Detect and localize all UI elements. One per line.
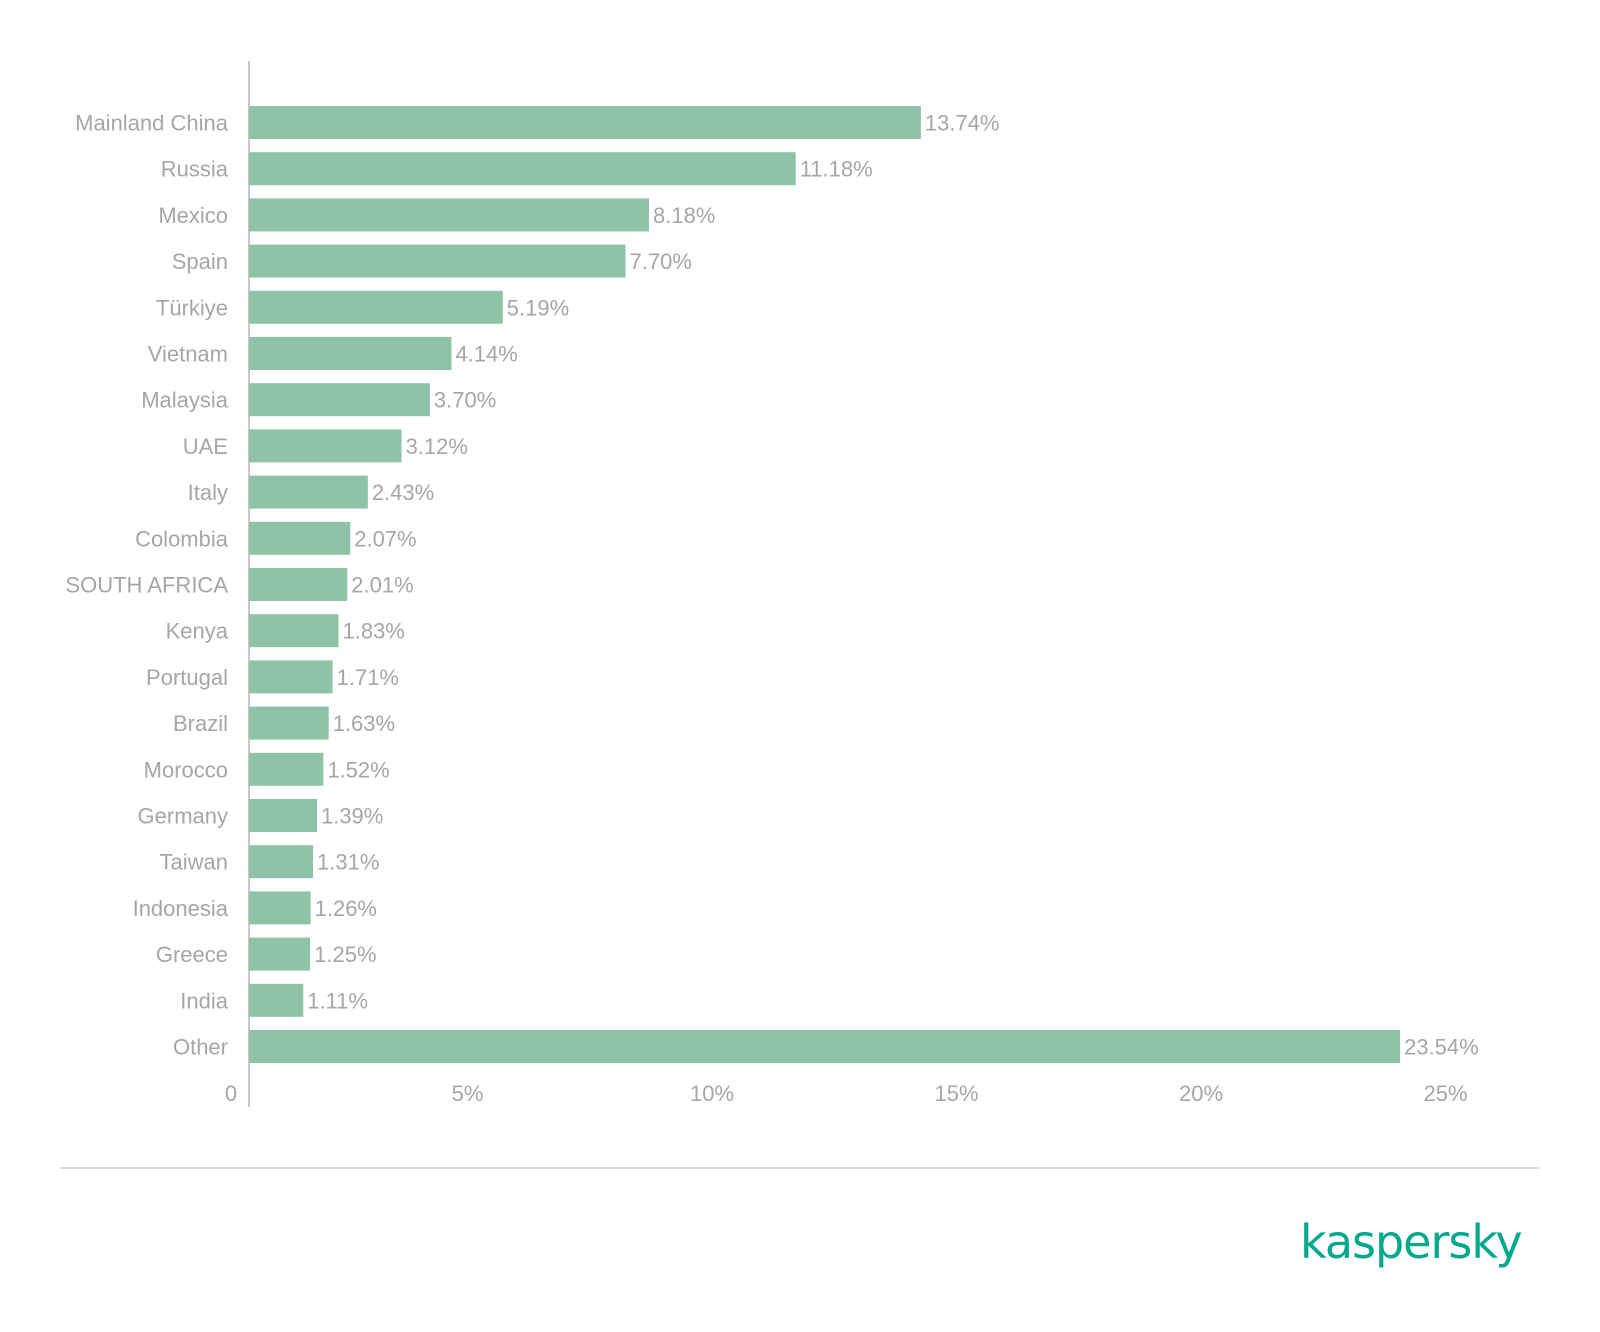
bar xyxy=(249,614,339,648)
value-label: 8.18% xyxy=(653,203,715,228)
value-label: 13.74% xyxy=(925,111,1000,136)
bar xyxy=(249,152,796,186)
category-label: Mainland China xyxy=(75,111,229,136)
value-label: 1.26% xyxy=(315,896,377,921)
kaspersky-logo: kaspersky xyxy=(1300,1215,1523,1269)
bar xyxy=(249,845,314,879)
category-label: Kenya xyxy=(166,619,229,644)
category-label: Vietnam xyxy=(148,342,228,367)
category-label: Taiwan xyxy=(160,850,228,875)
bar xyxy=(249,106,921,139)
bar xyxy=(249,244,626,278)
bar xyxy=(249,337,452,370)
value-label: 1.83% xyxy=(342,619,404,644)
bar xyxy=(249,660,333,694)
bar xyxy=(249,568,348,601)
category-label: Spain xyxy=(172,249,228,274)
x-tick-label: 5% xyxy=(452,1081,484,1106)
value-label: 3.12% xyxy=(406,434,468,459)
category-label: Other xyxy=(173,1035,228,1060)
value-label: 2.43% xyxy=(372,480,434,505)
x-tick-label: 0 xyxy=(225,1081,237,1106)
x-tick-label: 25% xyxy=(1423,1081,1467,1106)
category-label: Portugal xyxy=(146,665,228,690)
value-label: 1.52% xyxy=(327,757,389,782)
bar xyxy=(249,290,503,324)
category-label: India xyxy=(180,988,228,1013)
value-label: 2.07% xyxy=(354,526,416,551)
value-label: 3.70% xyxy=(434,388,496,413)
value-label: 2.01% xyxy=(351,573,413,598)
category-label: Colombia xyxy=(135,526,229,551)
bar xyxy=(249,383,430,417)
category-label: Morocco xyxy=(144,757,228,782)
bar xyxy=(249,799,317,832)
category-label: Italy xyxy=(188,480,228,505)
category-label: Mexico xyxy=(158,203,228,228)
value-label: 1.31% xyxy=(317,850,379,875)
value-label: 1.71% xyxy=(337,665,399,690)
bar xyxy=(249,521,351,555)
value-label: 1.39% xyxy=(321,804,383,829)
bar xyxy=(249,198,650,232)
value-label: 7.70% xyxy=(630,249,692,274)
bar xyxy=(249,706,329,740)
category-label: Greece xyxy=(156,942,228,967)
bar xyxy=(249,937,311,971)
x-tick-label: 15% xyxy=(934,1081,978,1106)
bar xyxy=(249,429,402,463)
category-label: Germany xyxy=(138,804,228,829)
category-label: SOUTH AFRICA xyxy=(65,573,228,598)
value-label: 23.54% xyxy=(1404,1035,1479,1060)
value-label: 1.25% xyxy=(314,942,376,967)
category-label: Malaysia xyxy=(141,388,229,413)
category-label: Brazil xyxy=(173,711,228,736)
bar xyxy=(249,983,304,1017)
bar xyxy=(249,891,311,925)
category-label: UAE xyxy=(183,434,228,459)
category-label: Indonesia xyxy=(133,896,229,921)
value-label: 1.11% xyxy=(307,988,368,1013)
value-label: 4.14% xyxy=(455,342,517,367)
value-label: 5.19% xyxy=(507,295,569,320)
bar xyxy=(249,752,324,786)
bar xyxy=(249,1030,1401,1063)
value-label: 11.18% xyxy=(800,157,873,182)
value-label: 1.63% xyxy=(333,711,395,736)
category-label: Türkiye xyxy=(156,295,228,320)
category-label: Russia xyxy=(161,157,229,182)
bar xyxy=(249,475,368,509)
x-tick-label: 10% xyxy=(690,1081,734,1106)
x-tick-label: 20% xyxy=(1179,1081,1223,1106)
